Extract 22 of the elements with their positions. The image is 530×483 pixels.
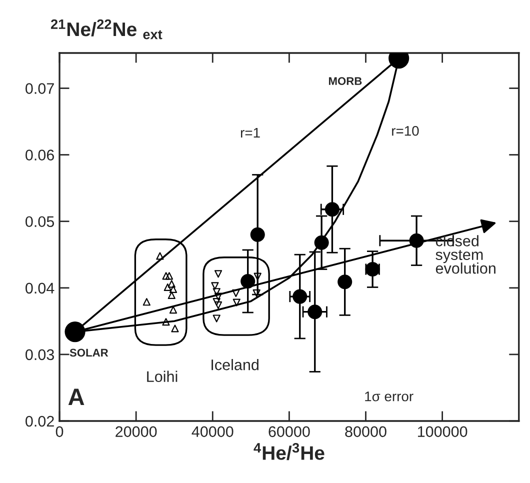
annotation: Iceland	[212, 359, 258, 370]
annotation: Loihi	[147, 370, 178, 382]
y-tick-label: 0.05	[26, 216, 54, 228]
y-tick-label: 0.06	[26, 150, 54, 160]
annotation: A	[68, 388, 84, 406]
annotation: r=1	[240, 128, 260, 138]
x-tick-label: 0	[56, 426, 64, 438]
annotation: 1σ error	[365, 392, 414, 402]
y-tick-label: 0.04	[26, 282, 54, 294]
y-tick-label: 0.02	[26, 416, 54, 427]
annotation: SOLAR	[70, 348, 108, 357]
annotation: MORB	[328, 77, 362, 86]
x-axis-title: $^{4}$He/$^{3}$He	[254, 443, 324, 460]
y-tick-label: 0.03	[26, 349, 54, 360]
x-tick-label: 20000	[116, 426, 157, 438]
annotation: r=10	[392, 126, 419, 136]
x-tick-label: 80000	[345, 426, 386, 438]
y-tick-label: 0.07	[26, 83, 54, 94]
y-axis-title: $^{21}$Ne/$^{22}$Ne $_{ext}$	[50, 19, 162, 40]
x-tick-label: 60000	[268, 426, 310, 438]
x-tick-label: 100000	[418, 426, 468, 438]
x-tick-label: 40000	[192, 426, 234, 438]
